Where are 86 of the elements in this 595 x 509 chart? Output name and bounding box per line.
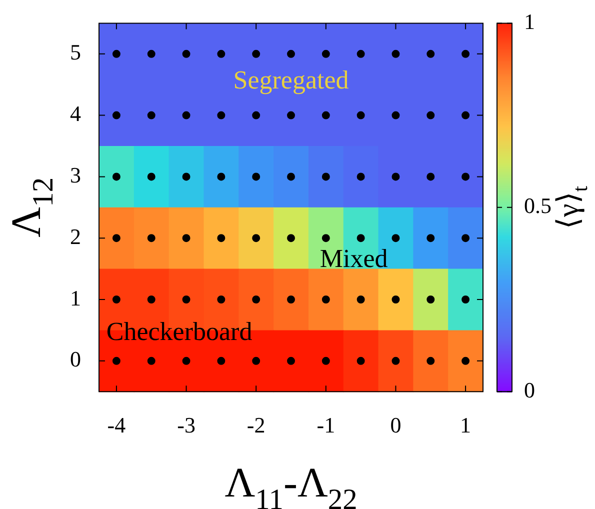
color-bar-label: 0 [524,377,535,402]
point [112,234,120,242]
point [356,296,365,304]
point [426,172,435,181]
point [182,111,190,120]
point [356,50,365,58]
point [217,234,226,242]
point [426,234,435,242]
point [252,296,260,304]
point [252,172,260,181]
point [322,296,330,304]
point [392,50,400,58]
x-tick-label: 1 [460,412,472,438]
point [356,172,365,181]
point [392,172,400,181]
point [462,296,470,304]
point [287,111,295,120]
point [322,50,330,58]
y-tick-label: 5 [70,40,81,65]
color-bar-label: 0.5 [524,193,552,218]
point [112,111,120,120]
point [287,296,295,304]
point [392,234,400,242]
point [252,111,260,120]
point [182,296,190,304]
point [252,50,260,58]
point [287,50,295,58]
point [217,172,226,181]
annotation: Checkerboard [106,317,252,346]
point [112,172,120,181]
y-tick-label: 0 [70,346,81,372]
point [287,356,295,365]
point [182,356,190,365]
point [112,296,120,304]
point [356,111,365,120]
annotation: Mixed [320,244,388,274]
point [182,172,190,181]
point [112,356,120,365]
point [182,50,190,58]
x-tick-label: -4 [107,412,126,438]
point [426,356,435,365]
point [147,50,156,58]
point [392,356,400,365]
x-tick-label: 0 [390,412,402,438]
point [217,50,226,58]
point [426,111,435,120]
point [462,356,470,365]
point [322,111,330,120]
point [356,356,365,365]
y-tick-label: 3 [70,162,81,188]
point [287,234,295,242]
x-tick-label: -2 [246,412,266,438]
point [217,111,226,120]
point [112,50,120,58]
point [147,234,156,242]
point [392,111,400,120]
point [462,111,470,120]
point [217,356,226,365]
point [147,356,156,365]
point [182,234,190,242]
point [217,296,226,304]
x-tick-label: -3 [177,412,196,438]
y-tick-label: 1 [70,285,81,310]
point [462,172,470,181]
point [252,356,260,365]
point [287,172,295,181]
annotation: Segregated [233,65,349,94]
color-bar-title: ⟨γ⟩t [552,186,592,229]
point [252,234,260,242]
point [322,172,330,181]
point [462,50,470,58]
point [426,296,435,304]
point [462,234,470,242]
y-tick-label: 2 [70,224,81,249]
y-tick-label: 4 [70,101,81,126]
color-bar-label: 1 [524,8,535,34]
point [392,296,400,304]
point [147,111,156,120]
point [426,50,435,58]
point [322,234,330,242]
point [356,234,365,242]
point [147,172,156,181]
point [322,356,330,365]
y-axis-title: Λ12 [4,177,60,238]
x-tick-label: -1 [316,412,336,438]
point [147,296,156,304]
